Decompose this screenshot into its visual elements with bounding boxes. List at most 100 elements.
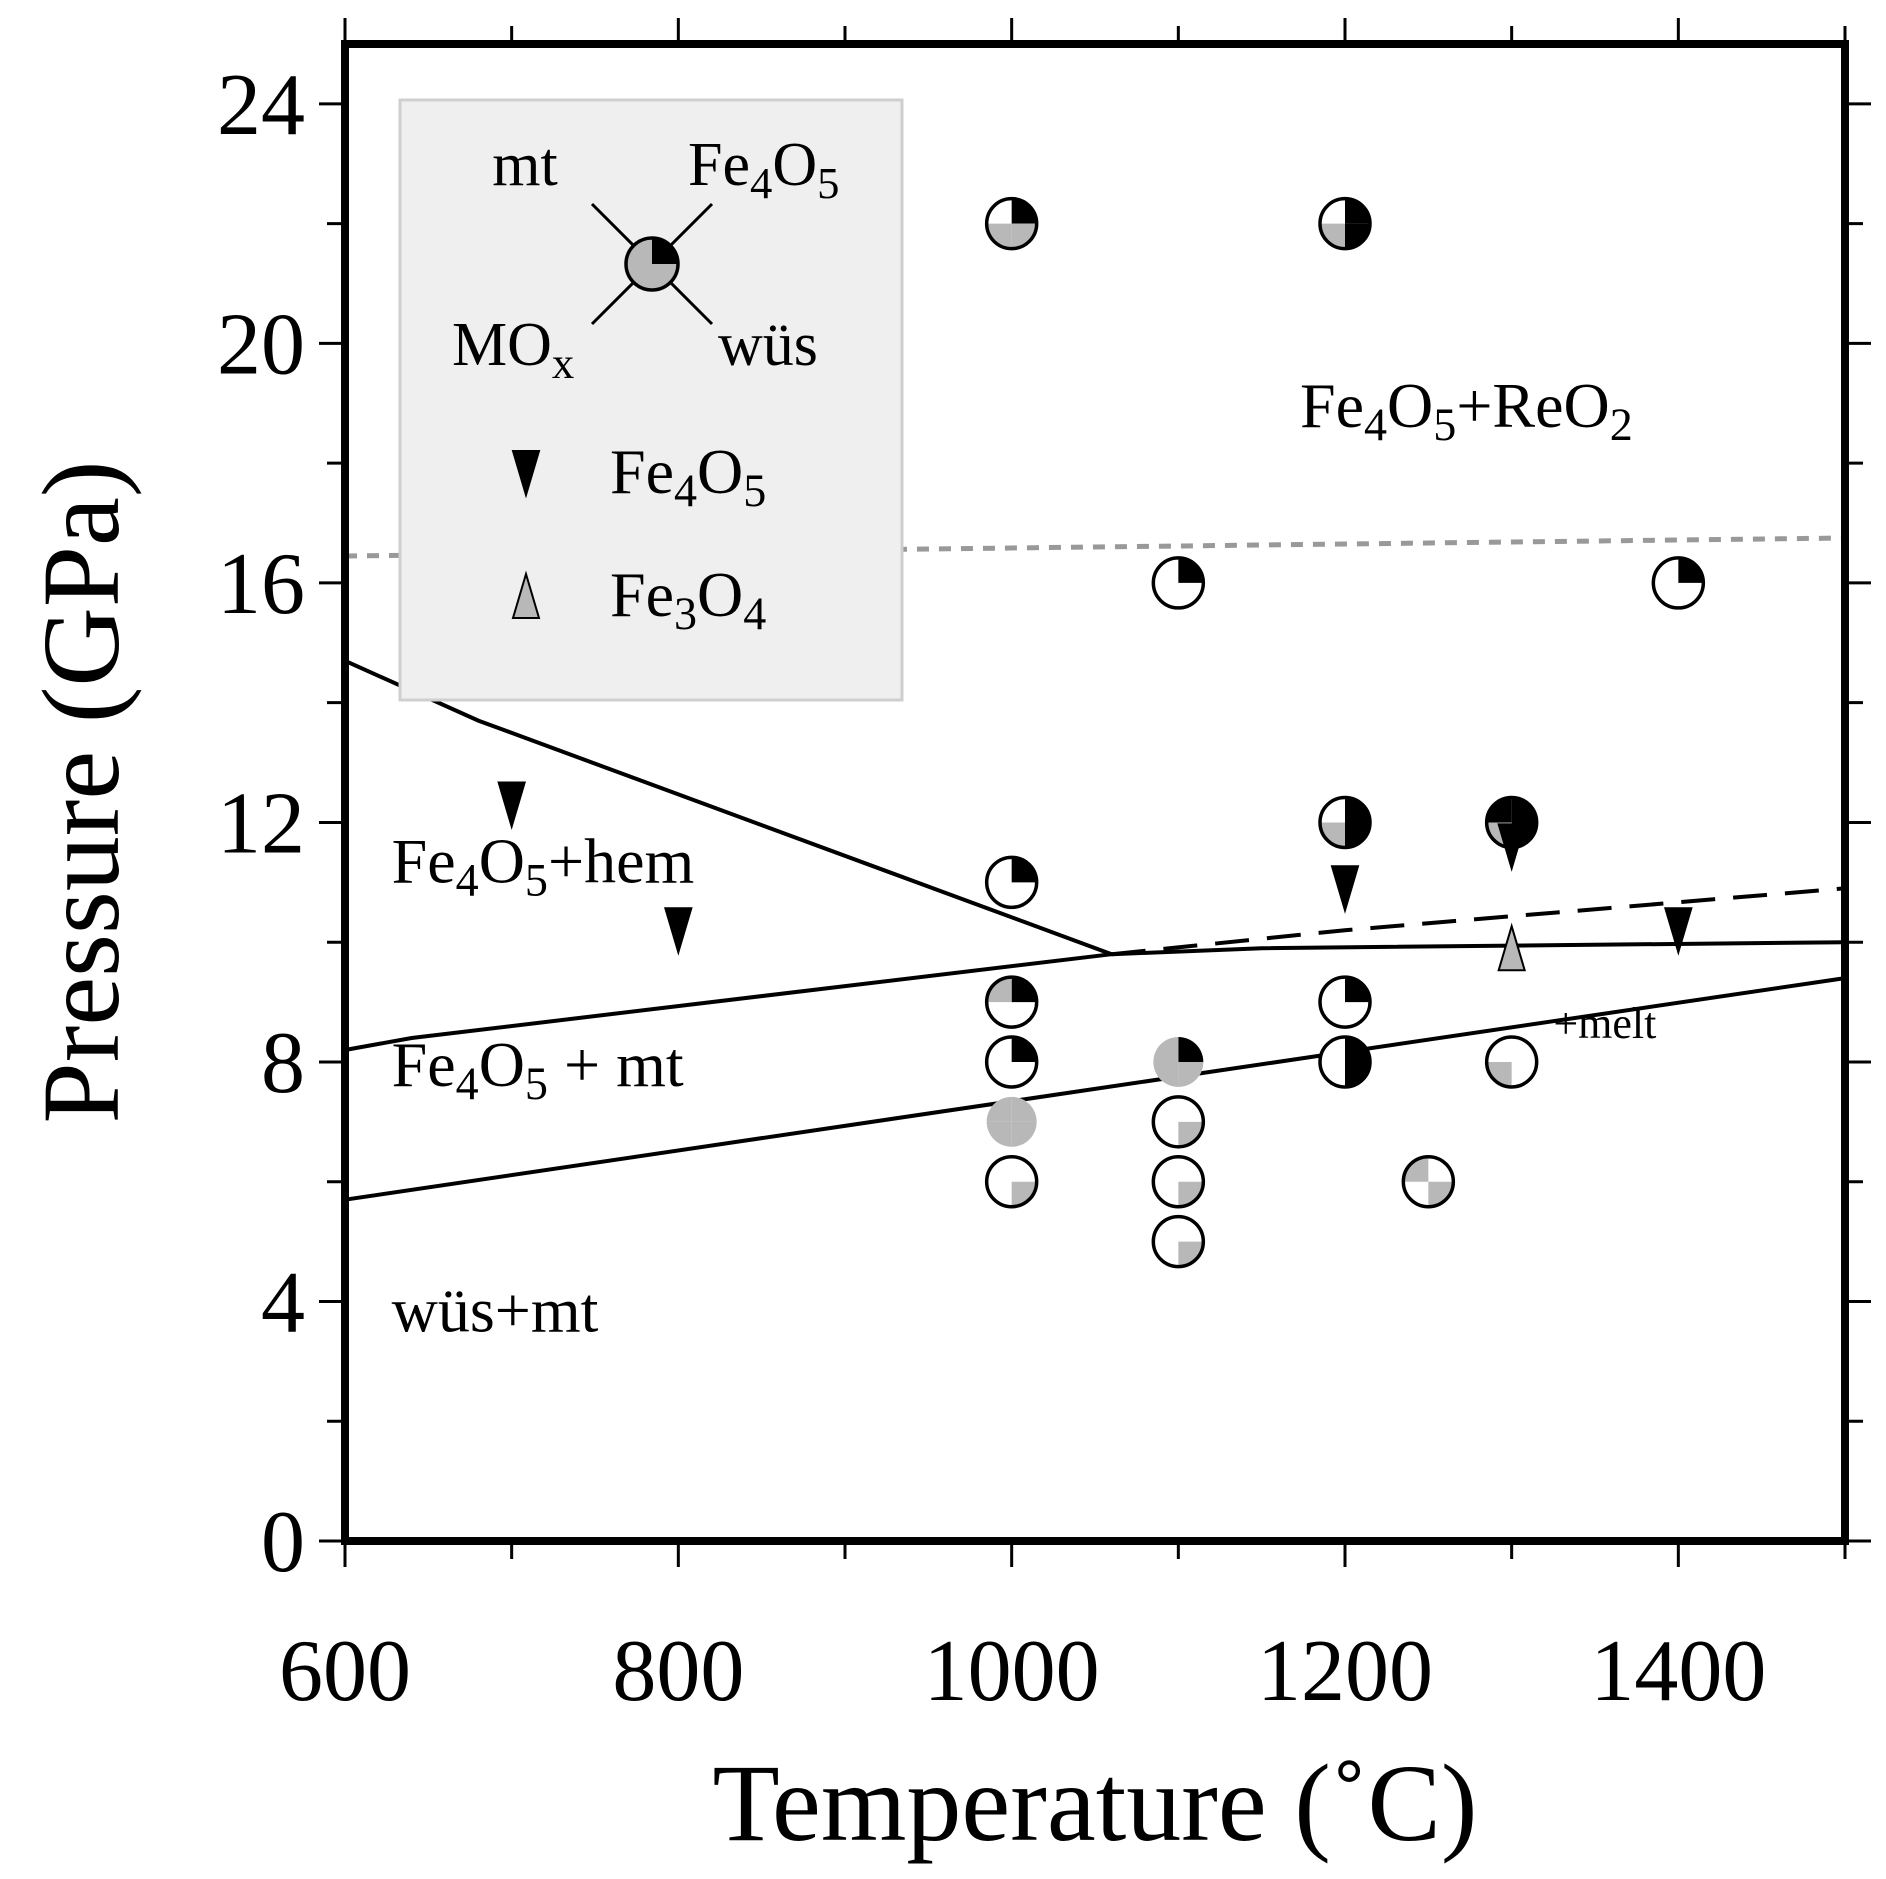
quadrant-wus xyxy=(1011,1181,1037,1207)
y-tick-label: 16 xyxy=(217,536,305,633)
phase-circle-marker xyxy=(1151,1154,1206,1209)
quadrant-wus xyxy=(652,264,678,290)
quadrant-mt xyxy=(1403,1156,1429,1182)
x-tick-label: 1000 xyxy=(924,1623,1100,1720)
region-label: Fe4O5 + mt xyxy=(392,1029,684,1109)
x-tick-label: 1200 xyxy=(1257,1623,1433,1720)
quadrant-fe4o5 xyxy=(1678,557,1704,583)
boundary-solid xyxy=(344,976,1846,1202)
phase-circle-marker xyxy=(1151,556,1206,610)
quadrant-mt xyxy=(986,1096,1012,1122)
phase-circle-marker xyxy=(984,1154,1039,1209)
x-tick-label: 600 xyxy=(279,1623,411,1720)
quadrant-fe4o5 xyxy=(1011,1036,1037,1062)
melt-annotation: +melt xyxy=(1553,999,1656,1048)
quadrant-wus xyxy=(1011,223,1037,249)
quadrant-mox xyxy=(1153,1061,1179,1087)
quadrant-fe4o5 xyxy=(1511,797,1537,823)
fe4o5-triangle-marker xyxy=(1497,823,1527,872)
boundary-solid xyxy=(344,658,1113,957)
quadrant-mox xyxy=(1320,223,1345,249)
x-tick-label: 1400 xyxy=(1590,1623,1766,1720)
circle-outline xyxy=(1318,975,1372,1029)
quadrant-fe4o5 xyxy=(1345,977,1370,1003)
phase-circle-marker xyxy=(984,196,1039,251)
circle-outline xyxy=(984,196,1039,251)
phase-circle-marker xyxy=(984,1035,1039,1089)
legend-marker-label: Fe3O4 xyxy=(610,559,766,639)
legend-marker-1 xyxy=(511,450,541,499)
quadrant-fe4o5 xyxy=(1011,1096,1037,1122)
quadrant-fe4o5 xyxy=(1345,1036,1370,1062)
quadrant-mox xyxy=(1320,822,1345,848)
legend-marker-2 xyxy=(511,570,541,619)
region-labels: Fe4O5+ReO2 Fe4O5+hem Fe4O5 + mt wüs+mt +melt xyxy=(392,370,1657,1345)
circle-outline xyxy=(1318,795,1372,850)
quadrant-mt xyxy=(1153,1036,1179,1062)
circle-outline xyxy=(1318,1035,1372,1089)
legend-key-fe4o5: Fe4O5 xyxy=(688,131,839,208)
phase-circle-marker xyxy=(984,855,1039,910)
phase-circle-marker xyxy=(1318,975,1372,1029)
quadrant-fe4o5 xyxy=(1345,198,1370,224)
phase-circle-marker xyxy=(986,1096,1037,1147)
phase-circle-marker xyxy=(1651,556,1706,610)
circle-outline xyxy=(1651,556,1706,610)
circle-outline xyxy=(1151,556,1206,610)
circle-outline xyxy=(984,975,1039,1029)
circle-outline xyxy=(624,236,680,292)
fe4o5-triangle-marker xyxy=(497,781,527,831)
x-axis-title: Temperature (˚C) xyxy=(713,1742,1478,1864)
quadrant-mox xyxy=(626,264,652,290)
region-label: wüs+mt xyxy=(392,1274,599,1345)
quadrant-wus xyxy=(1345,822,1370,848)
x-tick-labels: 600 800 1000 1200 1400 xyxy=(279,1623,1766,1720)
circle-outline xyxy=(1318,196,1372,251)
legend: mt Fe4O5 MOx wüs Fe4O5 Fe3O4 xyxy=(398,98,904,702)
quadrant-wus xyxy=(1178,1061,1204,1087)
quadrant-fe4o5 xyxy=(1011,977,1037,1003)
circle-outline xyxy=(1151,1214,1206,1269)
quadrant-wus xyxy=(1345,223,1370,249)
data-markers xyxy=(497,196,1706,1269)
phase-circle-marker xyxy=(1153,1036,1204,1087)
quadrant-fe4o5 xyxy=(1345,797,1370,823)
quadrant-mox xyxy=(986,1121,1012,1147)
phase-circle-marker xyxy=(1318,1035,1372,1089)
quadrant-wus xyxy=(1178,1121,1204,1147)
y-tick-label: 12 xyxy=(217,775,305,872)
y-tick-label: 0 xyxy=(261,1494,305,1591)
y-tick-label: 8 xyxy=(261,1015,305,1112)
quadrant-wus xyxy=(1011,1121,1037,1147)
quadrant-mt xyxy=(986,977,1012,1003)
quadrant-fe4o5 xyxy=(1178,557,1204,583)
quadrant-fe4o5 xyxy=(1011,198,1037,224)
circle-outline xyxy=(1484,1035,1539,1089)
y-tick-label: 20 xyxy=(217,296,305,393)
y-tick-label: 24 xyxy=(217,57,305,154)
circle-outline xyxy=(984,1154,1039,1209)
y-axis-ticks xyxy=(319,102,1871,1543)
phase-circle-marker xyxy=(984,975,1039,1029)
phase-circle-marker xyxy=(1401,1154,1456,1209)
fe3o4-triangle-marker xyxy=(1497,922,1527,972)
fe4o5-triangle-marker xyxy=(1663,907,1693,956)
quadrant-wus xyxy=(1428,1181,1454,1207)
region-label: Fe4O5+ReO2 xyxy=(1300,370,1633,450)
fe4o5-triangle-marker xyxy=(663,907,693,956)
circle-outline xyxy=(1401,1154,1456,1209)
quadrant-wus xyxy=(1178,1241,1204,1267)
x-tick-label: 800 xyxy=(612,1623,744,1720)
quadrant-wus xyxy=(1345,1061,1370,1087)
quadrant-mox xyxy=(1486,1061,1512,1087)
phase-circle-marker xyxy=(1151,1214,1206,1269)
legend-key-mox: MOx xyxy=(452,311,574,388)
phase-circle-marker xyxy=(1318,196,1372,251)
y-axis-title: Pressure (GPa) xyxy=(20,461,142,1124)
phase-circle-marker xyxy=(624,236,680,292)
y-tick-labels: 0 4 8 12 16 20 24 xyxy=(217,57,305,1591)
legend-key-wus: wüs xyxy=(718,311,818,379)
legend-marker-label: Fe4O5 xyxy=(610,436,766,516)
fe4o5-triangle-marker xyxy=(1330,865,1360,914)
